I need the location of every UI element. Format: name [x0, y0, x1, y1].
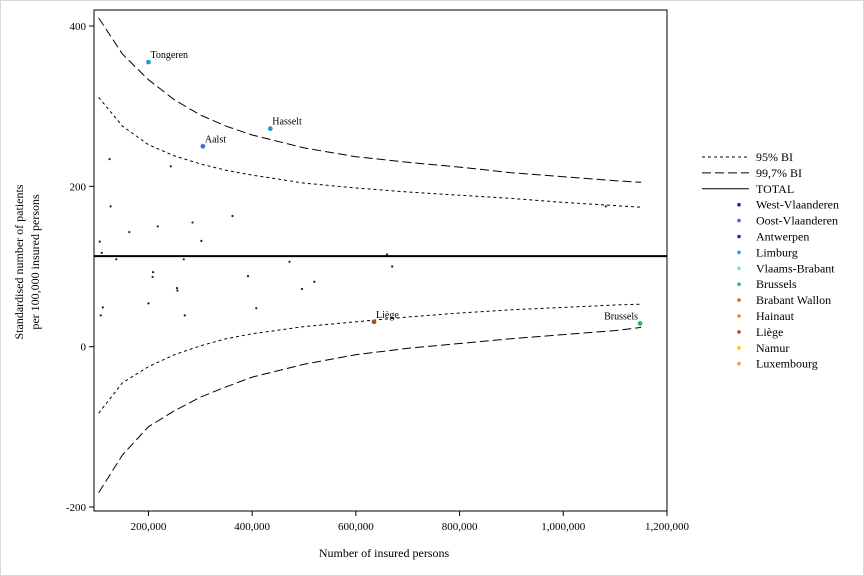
y-axis-title-line-1: Standardised number of patients: [12, 184, 26, 339]
data-point: [101, 306, 104, 309]
data-point: [128, 230, 131, 234]
legend-dot-swatch: [737, 218, 741, 223]
x-tick-label: 200,000: [131, 521, 167, 533]
y-tick-label: 0: [81, 342, 87, 354]
point-label: Hasselt: [272, 117, 302, 128]
legend-label: Hainaut: [756, 309, 795, 323]
x-tick-label: 600,000: [338, 521, 374, 533]
data-point: [191, 221, 194, 224]
data-point: [200, 239, 203, 242]
data-point: [100, 251, 103, 254]
labeled-point: [200, 143, 206, 149]
plot-area: [93, 9, 668, 512]
legend-dot-swatch: [737, 202, 741, 207]
legend-label: 99,7% BI: [756, 166, 802, 180]
data-point: [156, 225, 159, 228]
data-point: [151, 275, 154, 279]
data-point: [313, 280, 316, 283]
ci95-lower-curve: [98, 303, 642, 414]
data-point: [604, 205, 607, 208]
labeled-point: [371, 319, 377, 325]
labeled-point: [267, 126, 273, 132]
legend-label: Namur: [756, 341, 789, 355]
x-tick-label: 400,000: [234, 521, 270, 533]
legend-label: West-Vlaanderen: [756, 198, 839, 212]
x-tick-label: 800,000: [442, 521, 478, 533]
data-point: [231, 214, 234, 218]
legend-dot-swatch: [737, 346, 741, 350]
legend-dot-swatch: [737, 314, 741, 318]
data-point: [183, 314, 186, 317]
labeled-point: [146, 59, 151, 65]
data-point: [385, 253, 389, 256]
data-point: [176, 289, 179, 292]
legend-label: Antwerpen: [756, 230, 809, 244]
legend-label: Brabant Wallon: [756, 293, 831, 307]
legend-label: 95% BI: [756, 150, 793, 164]
y-axis-title-line-2: per 100,000 insured persons: [28, 194, 42, 330]
point-label: Aalst: [205, 134, 226, 145]
legend-label: Oost-Vlaanderen: [756, 214, 838, 228]
legend-dot-swatch: [737, 330, 741, 334]
data-point: [182, 258, 185, 261]
x-tick-label: 1,000,000: [541, 521, 586, 533]
legend-dot-swatch: [737, 282, 741, 287]
ci997-lower-curve: [98, 326, 642, 493]
data-point: [99, 314, 102, 317]
legend-label: TOTAL: [756, 182, 794, 196]
data-point: [288, 260, 291, 263]
legend-label: Liège: [756, 325, 783, 339]
x-axis-title: Number of insured persons: [319, 546, 450, 560]
legend-dot-swatch: [737, 361, 741, 366]
x-tick-label: 1,200,000: [645, 521, 690, 533]
data-point: [147, 302, 150, 305]
point-label: Brussels: [604, 311, 638, 322]
ci997-upper-curve: [98, 17, 642, 183]
labeled-point: [637, 321, 643, 326]
legend-dot-swatch: [737, 250, 741, 255]
legend-label: Vlaams-Brabant: [756, 261, 835, 275]
y-tick-label: 200: [70, 181, 87, 193]
legend-label: Limburg: [756, 245, 798, 259]
legend-dot-swatch: [737, 298, 741, 302]
ci95-upper-curve: [98, 97, 642, 208]
legend-dot-swatch: [737, 266, 741, 271]
data-point: [109, 205, 112, 208]
point-label: Tongeren: [150, 50, 188, 61]
data-point: [246, 275, 250, 278]
legend-dot-swatch: [737, 234, 741, 239]
data-point: [175, 287, 179, 290]
data-point: [115, 258, 118, 261]
y-tick-label: -200: [66, 502, 87, 514]
data-point: [300, 287, 304, 291]
y-tick-label: 400: [70, 21, 87, 33]
data-point: [152, 271, 155, 274]
point-label: Liège: [376, 310, 399, 321]
data-point: [98, 240, 101, 243]
data-point: [255, 307, 258, 310]
data-point: [391, 265, 394, 268]
data-point: [108, 157, 111, 161]
legend-label: Brussels: [756, 277, 797, 291]
legend-label: Luxembourg: [756, 357, 818, 371]
data-point: [169, 165, 172, 168]
